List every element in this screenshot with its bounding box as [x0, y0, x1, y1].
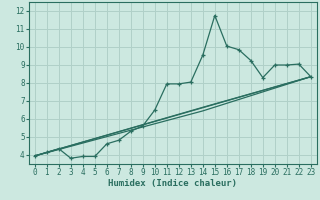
X-axis label: Humidex (Indice chaleur): Humidex (Indice chaleur): [108, 179, 237, 188]
